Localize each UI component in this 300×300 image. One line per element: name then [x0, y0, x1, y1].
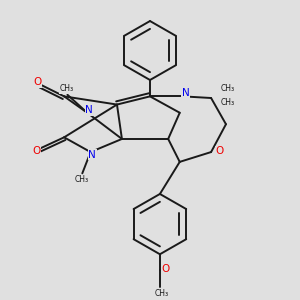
Text: O: O	[34, 77, 42, 87]
Text: N: N	[88, 150, 96, 160]
Text: O: O	[32, 146, 40, 156]
Text: O: O	[215, 146, 224, 156]
Text: N: N	[182, 88, 190, 98]
Text: CH₃: CH₃	[60, 84, 74, 93]
Text: O: O	[162, 264, 170, 274]
Text: CH₃: CH₃	[75, 176, 89, 184]
Text: N: N	[85, 105, 93, 115]
Text: CH₃: CH₃	[220, 98, 235, 107]
Text: CH₃: CH₃	[154, 289, 169, 298]
Text: CH₃: CH₃	[220, 84, 235, 93]
